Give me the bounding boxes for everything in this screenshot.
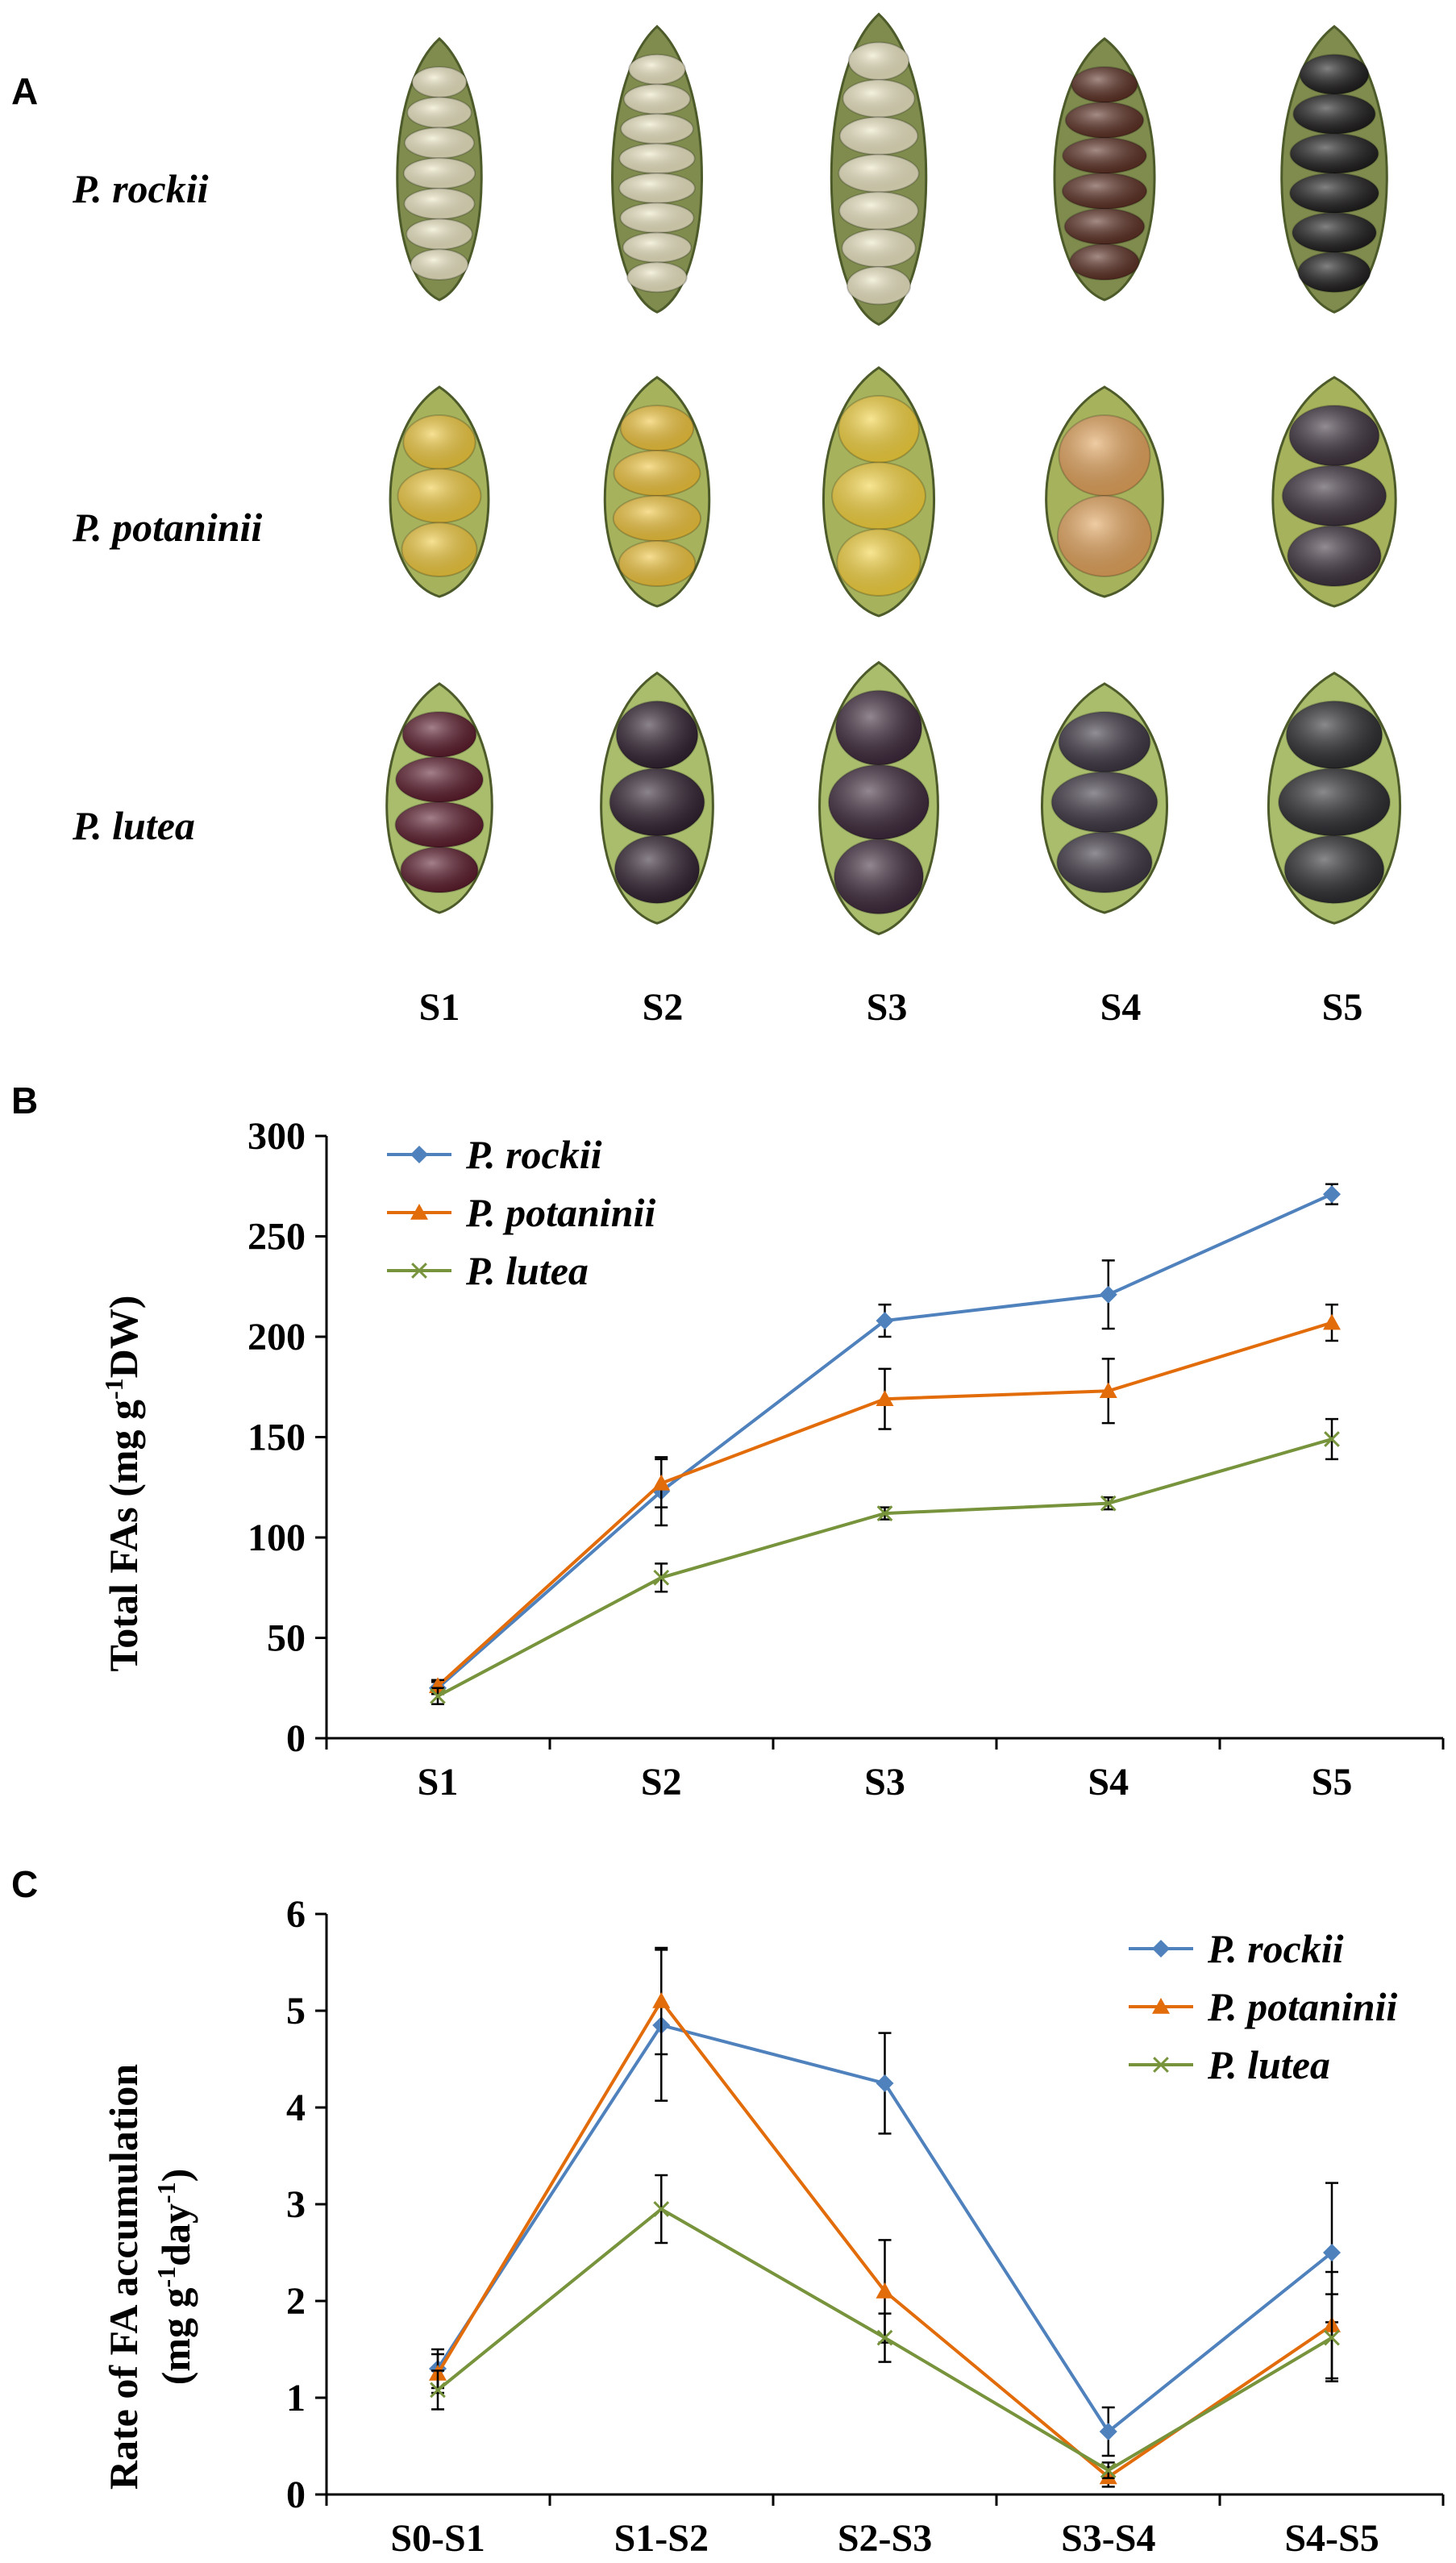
- pod-potaninii-stage-3: [822, 366, 935, 618]
- panel-label-c: C: [11, 1863, 39, 1905]
- chart-c-ytick-label: 4: [286, 2087, 306, 2129]
- pod-lutea-stage-3: [818, 660, 939, 935]
- chart-c-series-2: [430, 2174, 1340, 2479]
- chart-c-legend-label: P. potaninii: [1207, 1984, 1397, 2029]
- chart-b-series-2: [430, 1417, 1340, 1705]
- chart-c-xtick-label: S0-S1: [390, 2517, 485, 2560]
- chart-c-ytick-label: 1: [286, 2377, 306, 2419]
- panel-label-a: A: [11, 70, 39, 112]
- chart-fa-accumulation-rate: Rate of FA accumulation (mg g-1day-1) 0 1…: [101, 1893, 1445, 2560]
- chart-c-legend-marker: [1153, 2057, 1169, 2073]
- pod-lutea-stage-2: [600, 671, 714, 925]
- species-label-potaninii: P. potaninii: [73, 505, 263, 550]
- stage-label-s5: S5: [1321, 986, 1363, 1029]
- pod-potaninii-stage-5: [1271, 376, 1397, 608]
- chart-b-legend-label: P. potaninii: [465, 1190, 655, 1235]
- pod-lutea-stage-4: [1041, 682, 1168, 914]
- chart-b-legend-marker: [410, 1146, 428, 1163]
- chart-b-data-point: [1323, 1313, 1341, 1330]
- chart-b-data-point: [429, 1677, 447, 1694]
- chart-c-ytick-label: 5: [286, 1990, 306, 2033]
- chart-c-data-point: [1323, 2244, 1341, 2261]
- chart-b-xtick-label: S3: [864, 1761, 905, 1804]
- chart-c-legend: P. rockii P. potaninii P. lutea: [1129, 1926, 1397, 2087]
- chart-b-data-point: [876, 1505, 893, 1521]
- species-label-rockii: P. rockii: [73, 166, 209, 211]
- chart-c-legend-label: P. rockii: [1207, 1926, 1344, 1971]
- chart-b-legend: P. rockii P. potaninii P. lutea: [387, 1132, 655, 1293]
- chart-b-ytick-label: 150: [248, 1417, 306, 1459]
- chart-b-xtick-label: S1: [418, 1761, 459, 1804]
- seed-pod-photo-grid: [385, 12, 1402, 935]
- chart-b-xtick-label: S4: [1088, 1761, 1129, 1804]
- chart-c-legend-label: P. lutea: [1207, 2042, 1330, 2087]
- chart-b-legend-marker: [410, 1204, 428, 1220]
- chart-b-ylabel: Total FAs (mg g-1DW): [99, 1296, 146, 1672]
- chart-b-series-1: [429, 1303, 1341, 1694]
- chart-c-ylabel-line1: Rate of FA accumulation: [101, 2064, 146, 2490]
- chart-c-xtick-label: S1-S2: [614, 2517, 709, 2560]
- chart-b-data-point: [1099, 1285, 1117, 1304]
- species-label-lutea: P. lutea: [73, 803, 195, 848]
- chart-c-ytick-label: 3: [286, 2183, 306, 2226]
- chart-b-data-point: [652, 1474, 671, 1491]
- chart-b-ytick-label: 300: [248, 1115, 306, 1158]
- chart-c-ytick-label: 2: [286, 2280, 306, 2323]
- pod-potaninii-stage-4: [1045, 385, 1164, 598]
- stage-label-s2: S2: [642, 986, 684, 1029]
- pod-lutea-stage-1: [385, 682, 493, 914]
- chart-c-legend-marker: [1152, 1940, 1170, 1958]
- chart-b-xtick-label: S5: [1312, 1761, 1353, 1804]
- panel-label-b: B: [11, 1080, 39, 1121]
- chart-b-data-point: [1100, 1495, 1117, 1512]
- chart-b-ytick-label: 250: [248, 1216, 306, 1259]
- pod-potaninii-stage-1: [389, 385, 490, 598]
- chart-c-data-point: [1100, 2462, 1117, 2478]
- pod-rockii-stage-3: [830, 12, 928, 327]
- chart-c-ytick-label: 6: [286, 1893, 306, 1936]
- chart-b-data-point: [876, 1390, 894, 1406]
- pod-rockii-stage-2: [611, 24, 703, 314]
- chart-b-ytick-label: 100: [248, 1517, 306, 1559]
- chart-b-data-point: [1323, 1185, 1341, 1204]
- chart-c-ylabel-line2: (mg g-1day-1): [152, 2169, 198, 2386]
- stage-label-s1: S1: [418, 986, 460, 1029]
- chart-b-legend-label: P. rockii: [465, 1132, 602, 1177]
- pod-rockii-stage-5: [1280, 24, 1388, 314]
- stage-label-s4: S4: [1100, 986, 1142, 1029]
- chart-b-legend-marker: [411, 1263, 427, 1279]
- chart-b-data-point: [1099, 1382, 1117, 1399]
- chart-b-data-point: [876, 1312, 894, 1330]
- chart-c-data-point: [653, 2201, 670, 2217]
- chart-b-ytick-label: 200: [248, 1316, 306, 1358]
- chart-c-xtick-label: S3-S4: [1061, 2517, 1155, 2560]
- chart-b-data-point: [430, 1687, 446, 1704]
- chart-c-xtick-label: S2-S3: [838, 2517, 932, 2560]
- pod-rockii-stage-4: [1053, 37, 1156, 302]
- chart-c-data-point: [1324, 2329, 1340, 2346]
- chart-c-data-point: [1099, 2423, 1117, 2440]
- chart-b-ytick-label: 50: [267, 1617, 306, 1660]
- chart-b-data-point: [653, 1569, 670, 1586]
- pod-rockii-stage-1: [396, 36, 483, 302]
- chart-c-series-1: [429, 1946, 1341, 2488]
- chart-c-data-point: [876, 2074, 894, 2092]
- chart-c-data-point: [876, 2282, 894, 2299]
- chart-c-ytick-label: 0: [286, 2474, 306, 2516]
- chart-c-series-0: [429, 1949, 1341, 2457]
- chart-b-ytick-label: 0: [286, 1717, 306, 1760]
- chart-c-xtick-label: S4-S5: [1284, 2517, 1379, 2560]
- chart-total-fas: Total FAs (mg g-1DW) 0 50 100 150 200 250 300 S…: [99, 1115, 1445, 1804]
- chart-b-series-line: [437, 1438, 1333, 1698]
- chart-c-data-point: [430, 2382, 446, 2399]
- stage-label-s3: S3: [866, 986, 908, 1029]
- pod-lutea-stage-5: [1267, 672, 1402, 925]
- chart-c-legend-marker: [1152, 1998, 1170, 2014]
- chart-b-legend-label: P. lutea: [465, 1248, 589, 1293]
- chart-b-xtick-label: S2: [641, 1761, 682, 1804]
- pod-potaninii-stage-2: [603, 376, 711, 608]
- chart-c-data-point: [652, 1992, 671, 2008]
- chart-b-data-point: [1324, 1431, 1340, 1447]
- chart-c-data-point: [876, 2329, 893, 2346]
